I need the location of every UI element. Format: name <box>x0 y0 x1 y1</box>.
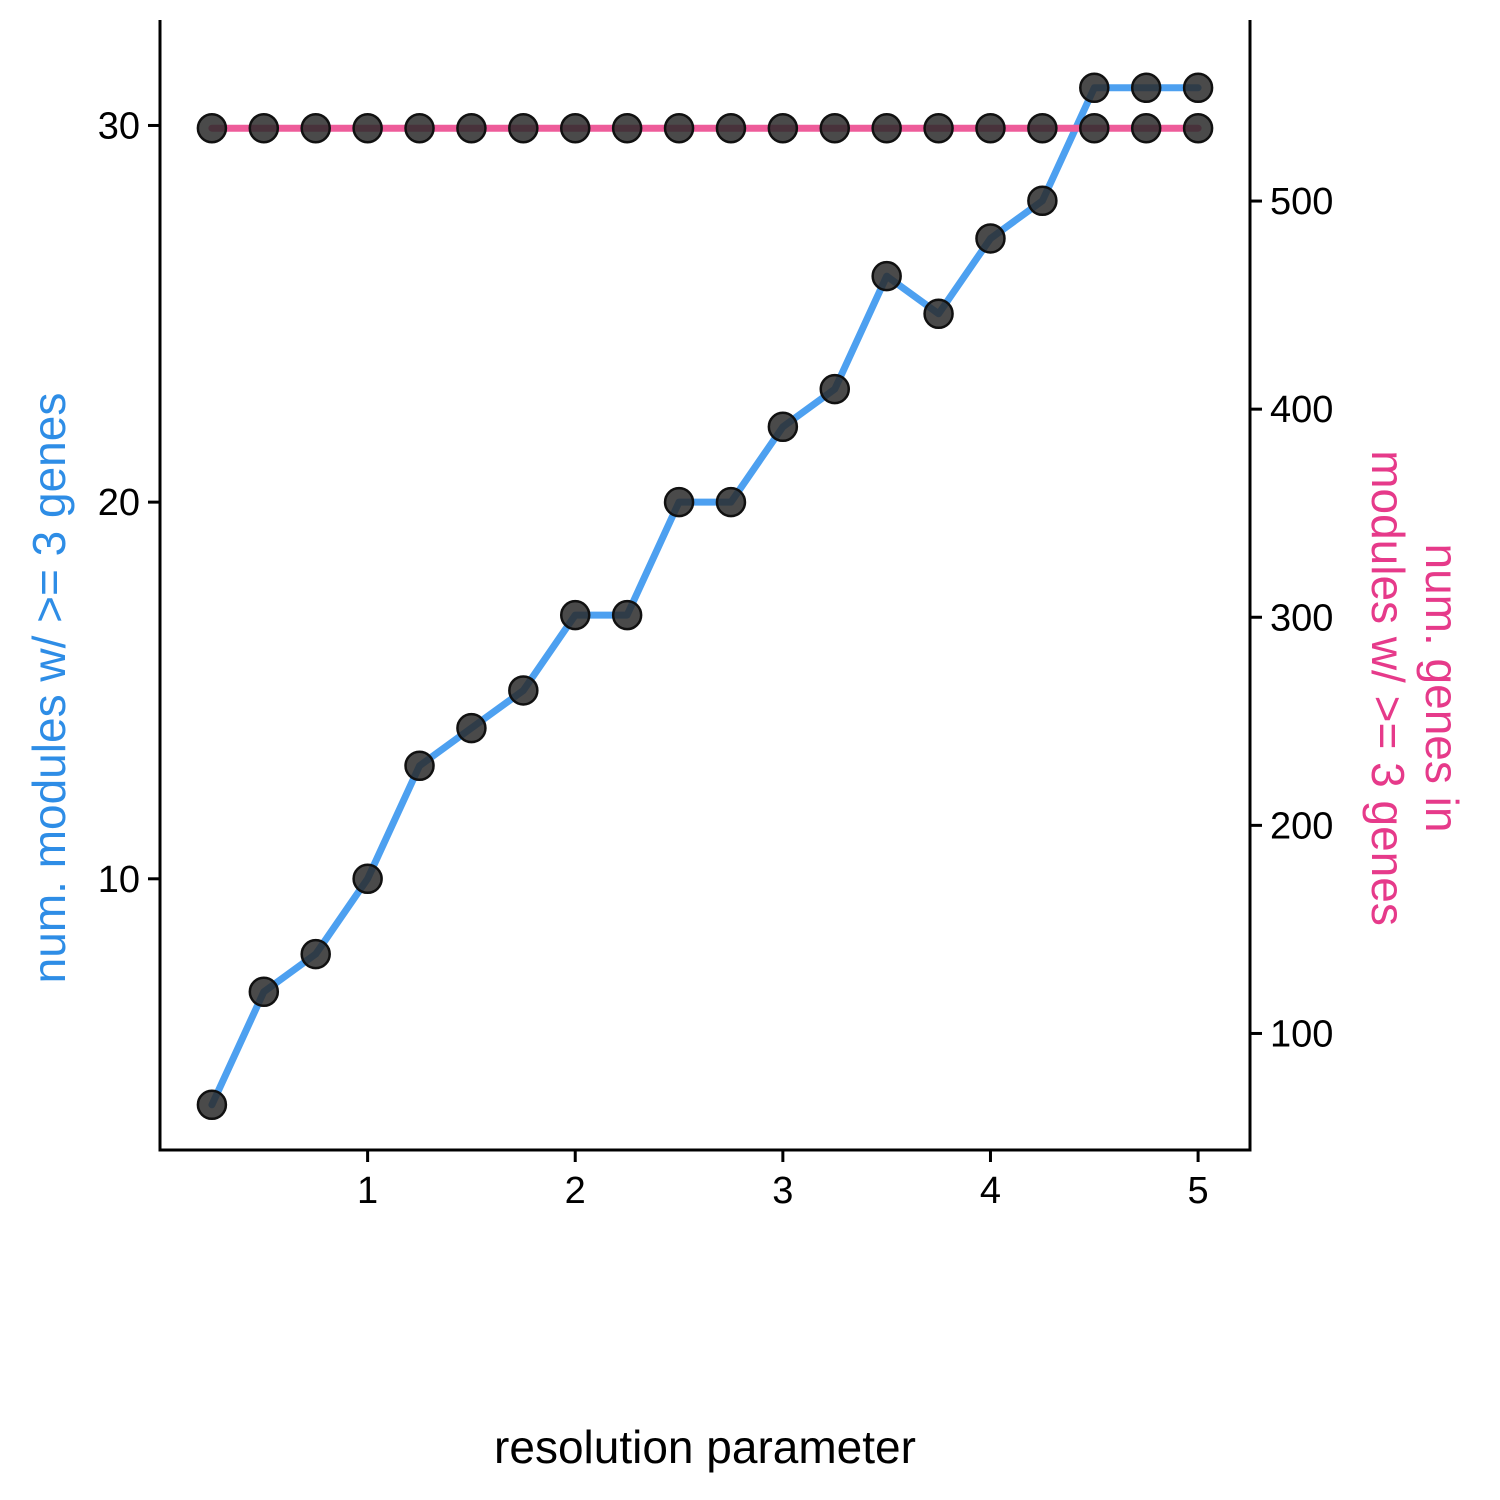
data-point-genes <box>352 112 383 144</box>
data-point-genes <box>871 112 902 144</box>
data-point-genes <box>1182 112 1214 144</box>
data-point-modules <box>1182 72 1214 104</box>
series-line-modules <box>208 84 1202 1109</box>
x-tick-label: 4 <box>980 1170 1001 1212</box>
data-point-modules <box>923 298 954 330</box>
data-point-modules <box>663 486 695 518</box>
data-point-modules <box>767 411 799 443</box>
data-point-genes <box>248 112 280 144</box>
y-right-tick-label: 500 <box>1270 181 1333 223</box>
data-point-genes <box>975 112 1006 144</box>
y-right-tick-label: 200 <box>1270 805 1333 847</box>
data-point-genes <box>559 112 591 144</box>
data-point-modules <box>559 599 591 631</box>
data-point-genes <box>923 112 954 144</box>
data-point-modules <box>611 599 643 631</box>
data-point-genes <box>1079 112 1110 144</box>
data-point-modules <box>871 260 902 292</box>
y-right-axis-title-line-1: num. genes in <box>1416 544 1468 833</box>
data-point-genes <box>456 112 487 144</box>
data-point-modules <box>300 938 331 970</box>
data-point-modules <box>1130 72 1162 104</box>
data-point-genes <box>300 112 331 144</box>
data-point-genes <box>1130 112 1162 144</box>
x-axis-title: resolution parameter <box>494 1421 916 1473</box>
y-right-tick-label: 100 <box>1270 1013 1333 1055</box>
y-right-axis-title-line-2: modules w/ >= 3 genes <box>1362 450 1414 926</box>
y-left-tick-label: 10 <box>98 859 140 901</box>
data-point-modules <box>404 750 435 782</box>
data-point-genes <box>715 112 747 144</box>
data-point-genes <box>663 112 695 144</box>
y-left-tick-label: 30 <box>98 105 140 147</box>
x-tick-label: 1 <box>357 1170 378 1212</box>
x-tick-label: 3 <box>772 1170 793 1212</box>
data-point-modules <box>352 863 383 895</box>
data-point-genes <box>611 112 643 144</box>
data-point-modules <box>248 976 280 1008</box>
data-point-modules <box>975 223 1006 254</box>
data-point-genes <box>819 112 851 144</box>
data-point-modules <box>1027 185 1058 217</box>
x-tick-label: 2 <box>565 1170 586 1212</box>
data-point-genes <box>508 112 539 144</box>
data-point-genes <box>767 112 799 144</box>
data-point-modules <box>508 675 539 706</box>
data-point-modules <box>1079 72 1110 104</box>
data-point-modules <box>715 486 747 518</box>
y-right-tick-label: 300 <box>1270 597 1333 639</box>
data-point-modules <box>456 712 487 744</box>
y-right-tick-label: 400 <box>1270 389 1333 431</box>
y-left-tick-label: 20 <box>98 482 140 524</box>
x-tick-label: 5 <box>1188 1170 1209 1212</box>
data-point-genes <box>1027 112 1058 144</box>
data-point-modules <box>196 1089 228 1121</box>
y-left-axis-title: num. modules w/ >= 3 genes <box>23 393 75 984</box>
data-point-genes <box>404 112 435 144</box>
data-point-genes <box>196 112 228 144</box>
data-point-modules <box>819 373 851 405</box>
